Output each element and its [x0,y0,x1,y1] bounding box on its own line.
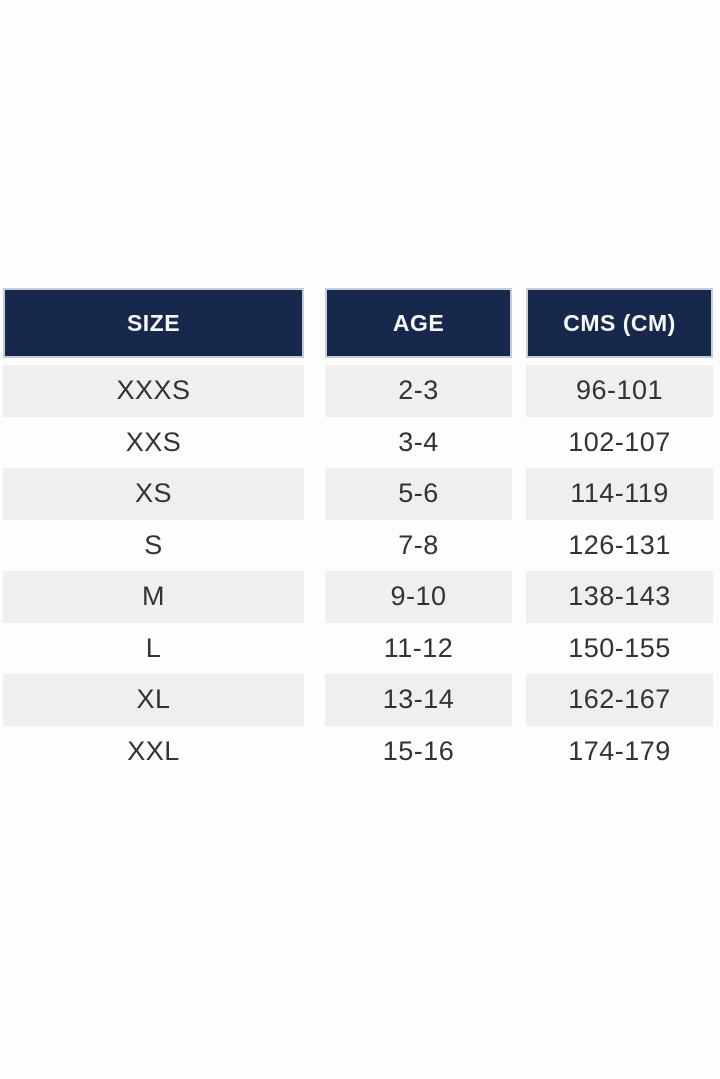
size-cell: XL [3,674,304,726]
column-size: SIZE XXXS XXS XS S M L XL XXL [3,288,304,777]
age-cell: 7-8 [398,529,439,560]
column-cms: CMS (CM) 96-101 102-107 114-119 126-131 … [526,288,713,777]
cms-cell: 138-143 [526,571,713,623]
age-cell: 2-3 [325,365,512,417]
cms-cell: 126-131 [568,529,671,560]
age-cell: 11-12 [383,632,454,663]
size-cell: M [3,571,304,623]
age-cell: 13-14 [325,674,512,726]
column-header-cms: CMS (CM) [526,288,713,358]
age-cell: 5-6 [325,468,512,520]
size-cell: L [145,632,162,663]
size-cell: XXL [127,735,180,766]
cms-cell: 162-167 [526,674,713,726]
cms-cell: 174-179 [568,735,671,766]
age-cell: 9-10 [325,571,512,623]
cms-cell: 96-101 [526,365,713,417]
cms-cell: 102-107 [568,426,671,457]
size-cell: XXXS [3,365,304,417]
cms-cell: 114-119 [526,468,713,520]
size-cell: XXS [125,426,182,457]
column-header-age: AGE [325,288,512,358]
size-cell: XS [3,468,304,520]
column-age: AGE 2-3 3-4 5-6 7-8 9-10 11-12 13-14 15-… [325,288,512,777]
size-cell: S [144,529,163,560]
age-cell: 15-16 [382,735,455,766]
column-header-size: SIZE [3,288,304,358]
age-cell: 3-4 [398,426,439,457]
size-chart-table: SIZE XXXS XXS XS S M L XL XXL AGE 2-3 3-… [3,288,713,777]
cms-cell: 150-155 [568,632,671,663]
